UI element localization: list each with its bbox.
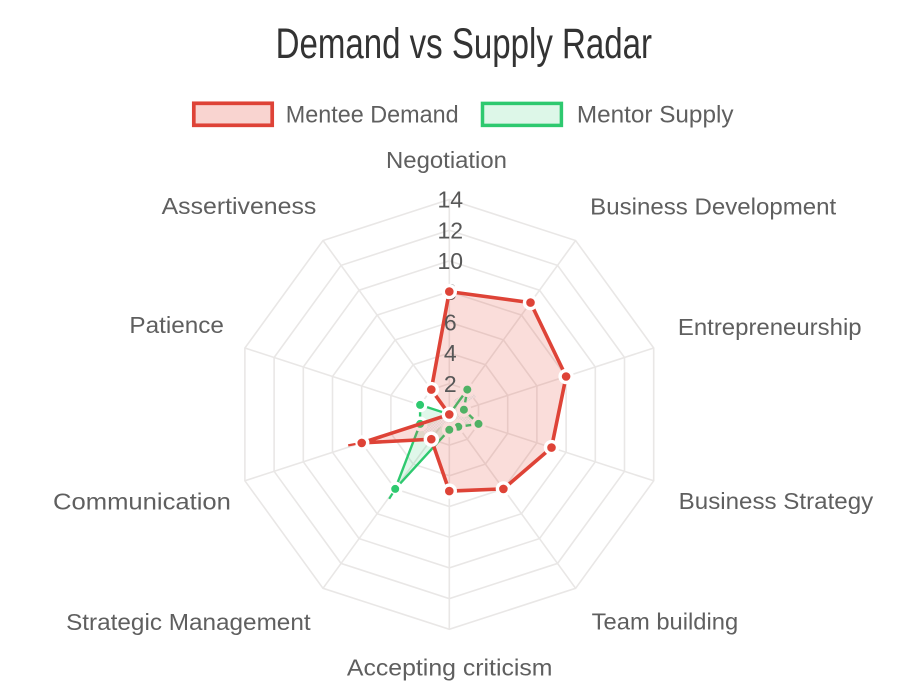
svg-text:6: 6 — [444, 310, 457, 336]
svg-text:Patience: Patience — [129, 312, 224, 338]
svg-text:Strategic Management: Strategic Management — [66, 609, 311, 635]
svg-text:Business Strategy: Business Strategy — [679, 488, 874, 514]
svg-text:Mentee Demand: Mentee Demand — [286, 102, 459, 129]
svg-text:Assertiveness: Assertiveness — [162, 193, 317, 219]
svg-text:12: 12 — [438, 217, 464, 243]
svg-text:4: 4 — [444, 340, 457, 366]
svg-text:2: 2 — [444, 371, 457, 397]
svg-text:Entrepreneurship: Entrepreneurship — [678, 314, 862, 340]
svg-text:14: 14 — [438, 187, 464, 213]
svg-text:Team building: Team building — [592, 609, 739, 635]
svg-text:Business Development: Business Development — [590, 193, 836, 219]
svg-text:Accepting criticism: Accepting criticism — [347, 655, 553, 681]
svg-text:10: 10 — [438, 248, 464, 274]
svg-text:Negotiation: Negotiation — [386, 147, 507, 173]
svg-text:Communication: Communication — [53, 489, 231, 515]
svg-text:Demand vs Supply Radar: Demand vs Supply Radar — [276, 20, 652, 68]
svg-text:Mentor Supply: Mentor Supply — [577, 102, 734, 129]
